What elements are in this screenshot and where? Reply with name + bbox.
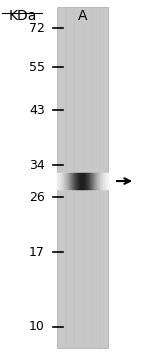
Bar (62, 173, 63, 189)
Bar (105, 173, 106, 189)
Bar (84, 173, 85, 189)
Bar (83, 173, 84, 189)
Text: 10: 10 (29, 320, 45, 333)
Bar (66, 173, 67, 189)
Bar (71, 173, 72, 189)
Bar (60, 173, 61, 189)
Bar (82, 173, 83, 189)
Text: KDa: KDa (8, 9, 37, 23)
Bar (94, 173, 95, 189)
Bar (107, 173, 108, 189)
Bar (101, 173, 102, 189)
Bar (61, 173, 62, 189)
Bar (88, 173, 89, 189)
Bar (93, 173, 94, 189)
Bar (99, 173, 100, 189)
Bar (57, 7, 108, 348)
Bar (57, 173, 58, 189)
Bar (100, 173, 101, 189)
Bar (96, 173, 97, 189)
Bar (103, 173, 104, 189)
Bar (100, 173, 101, 189)
Bar (76, 173, 77, 189)
Bar (58, 173, 59, 189)
Bar (97, 173, 98, 189)
Text: 55: 55 (29, 61, 45, 74)
Bar (104, 173, 105, 189)
Bar (102, 173, 103, 189)
Bar (80, 173, 81, 189)
Bar (68, 173, 69, 189)
Bar (59, 173, 60, 189)
Text: 72: 72 (29, 22, 45, 35)
Bar (81, 173, 82, 189)
Text: 26: 26 (29, 191, 45, 203)
Text: 17: 17 (29, 246, 45, 258)
Bar (78, 173, 79, 189)
Bar (86, 173, 87, 189)
Bar (75, 173, 76, 189)
Text: 34: 34 (29, 159, 45, 171)
Bar (90, 173, 91, 189)
Bar (73, 173, 74, 189)
Text: A: A (78, 9, 87, 23)
Bar (67, 173, 68, 189)
Bar (74, 173, 75, 189)
Bar (72, 173, 73, 189)
Bar (89, 173, 90, 189)
Bar (77, 173, 78, 189)
Bar (64, 173, 65, 189)
Bar (91, 173, 92, 189)
Bar (79, 173, 80, 189)
Bar (98, 173, 99, 189)
Bar (95, 173, 96, 189)
Bar (65, 173, 66, 189)
Bar (85, 173, 86, 189)
Bar (70, 173, 71, 189)
Bar (106, 173, 107, 189)
Bar (87, 173, 88, 189)
Bar (63, 173, 64, 189)
Text: 43: 43 (29, 104, 45, 116)
Bar (92, 173, 93, 189)
Bar (69, 173, 70, 189)
